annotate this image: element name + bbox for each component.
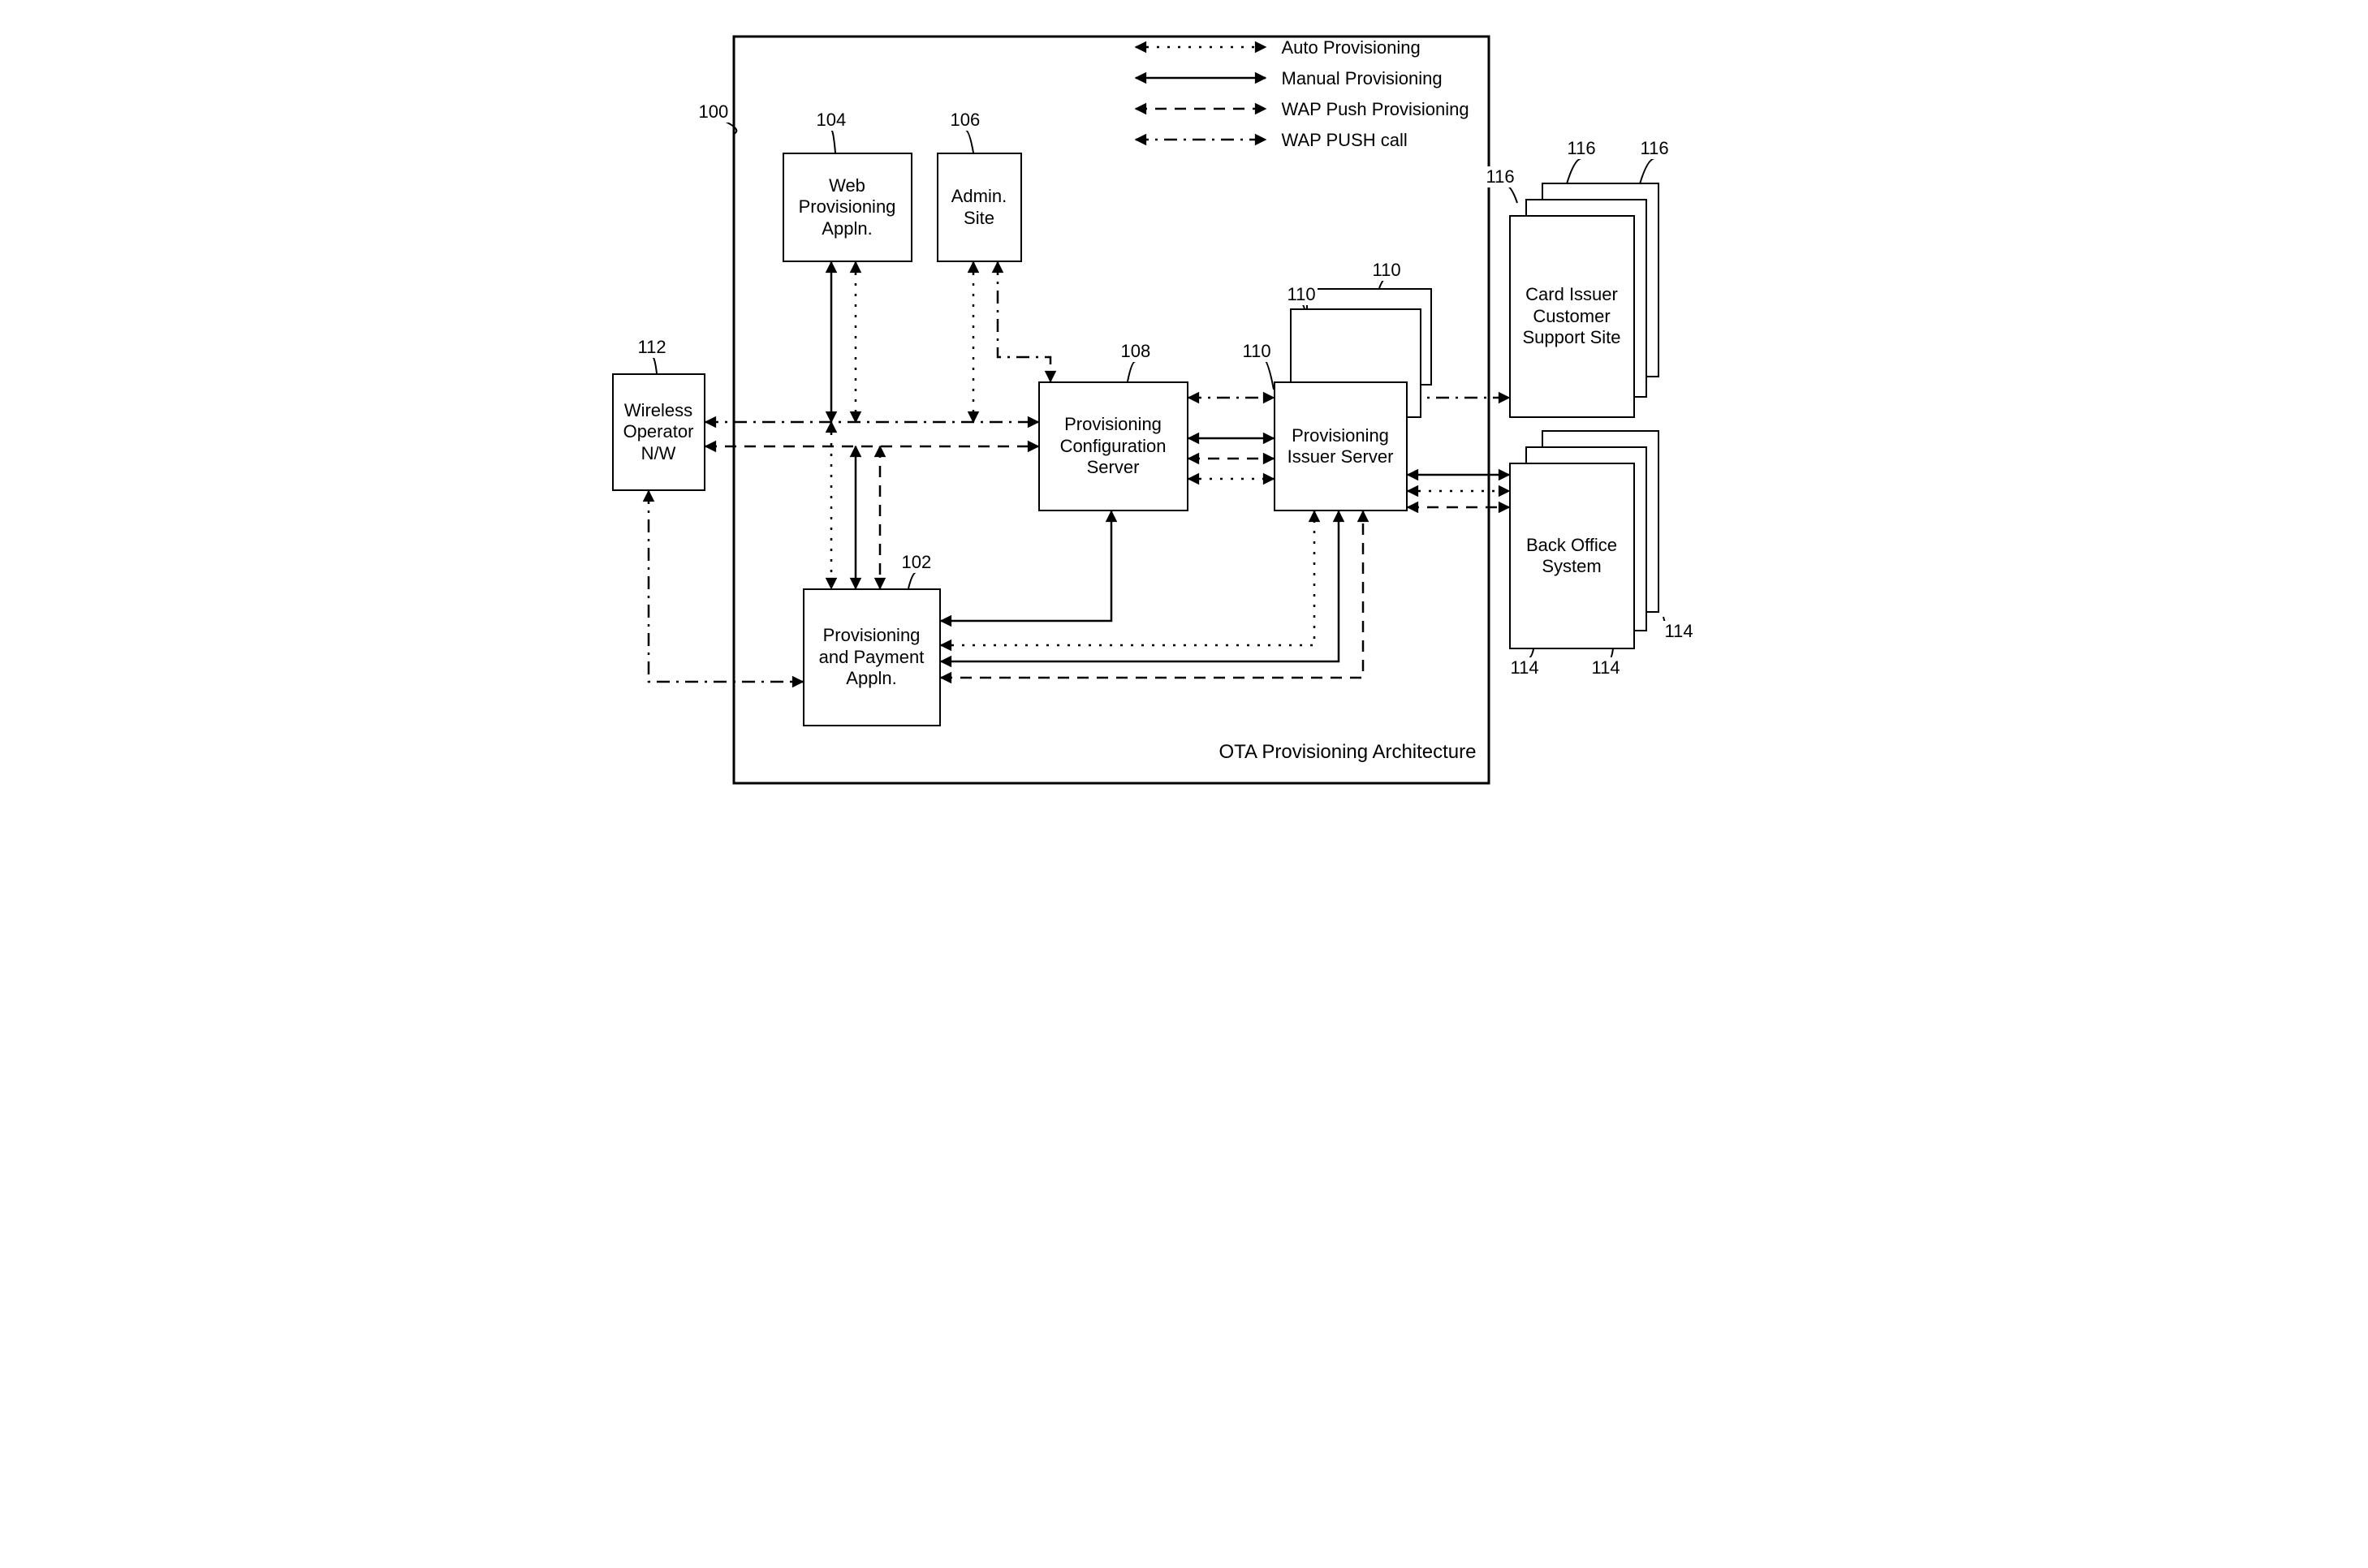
node-106-label: Admin. Site: [942, 186, 1017, 229]
node-104-num: 104: [815, 110, 848, 131]
node-112: Wireless Operator N/W: [612, 373, 705, 491]
node-116: Card Issuer Customer Support Site: [1509, 215, 1635, 418]
node-116-num-2: 116: [1639, 138, 1671, 159]
node-108-num: 108: [1119, 341, 1153, 362]
node-110-num-2: 110: [1241, 341, 1273, 362]
node-106: Admin. Site: [937, 153, 1022, 262]
node-110-label: Provisioning Issuer Server: [1279, 425, 1403, 468]
node-104: Web Provisioning Appln.: [783, 153, 912, 262]
boundary-num-label: 100: [697, 101, 731, 123]
node-110: Provisioning Issuer Server: [1274, 381, 1408, 511]
legend-wap-push: WAP Push Provisioning: [1282, 99, 1469, 120]
node-114-num-2: 114: [1663, 621, 1695, 642]
node-114-num-1: 114: [1590, 657, 1622, 678]
node-108-label: Provisioning Configuration Server: [1043, 414, 1184, 478]
node-104-label: Web Provisioning Appln.: [787, 175, 908, 239]
node-114-label: Back Office System: [1514, 535, 1630, 578]
node-102: Provisioning and Payment Appln.: [803, 588, 941, 726]
node-116-num-0: 116: [1485, 166, 1516, 187]
node-116-label: Card Issuer Customer Support Site: [1514, 284, 1630, 348]
node-108: Provisioning Configuration Server: [1038, 381, 1188, 511]
node-116-num-1: 116: [1566, 138, 1598, 159]
legend-wap-call: WAP PUSH call: [1282, 130, 1408, 151]
node-112-num: 112: [636, 337, 668, 358]
node-106-num: 106: [949, 110, 982, 131]
legend-auto: Auto Provisioning: [1282, 37, 1421, 58]
diagram-canvas: 100 OTA Provisioning Architecture Auto P…: [592, 16, 1777, 800]
diagram-title: OTA Provisioning Architecture: [1219, 741, 1476, 764]
node-110-num-1: 110: [1286, 284, 1318, 305]
node-114: Back Office System: [1509, 463, 1635, 649]
node-112-label: Wireless Operator N/W: [617, 400, 701, 464]
node-110-num-0: 110: [1371, 260, 1403, 281]
node-102-label: Provisioning and Payment Appln.: [808, 625, 936, 689]
node-114-num-0: 114: [1509, 657, 1541, 678]
legend-manual: Manual Provisioning: [1282, 68, 1443, 89]
node-102-num: 102: [900, 552, 934, 573]
